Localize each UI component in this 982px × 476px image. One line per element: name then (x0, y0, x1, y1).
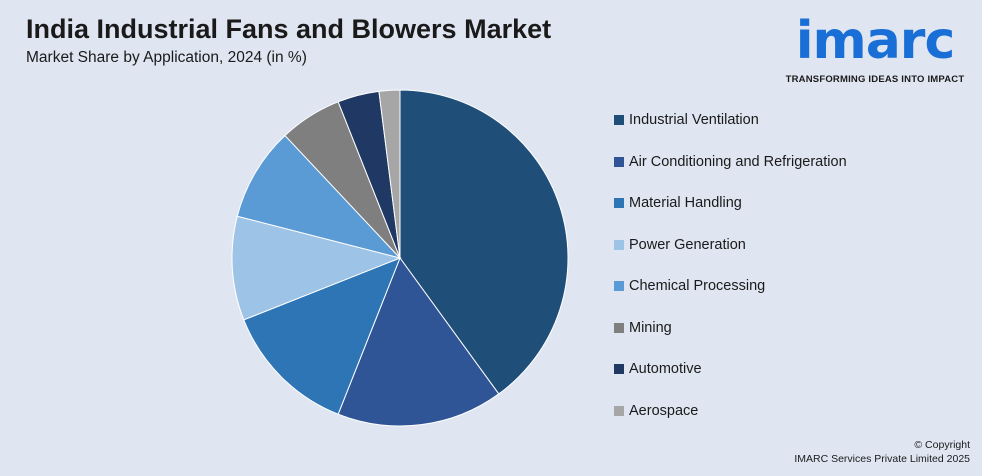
legend-label: Aerospace (629, 402, 699, 419)
legend-swatch (614, 239, 624, 250)
legend-label: Air Conditioning and Refrigeration (629, 153, 847, 170)
legend-label: Material Handling (629, 195, 742, 211)
legend-swatch (614, 364, 624, 374)
legend-item: Chemical Processing (614, 276, 847, 296)
legend-swatch (614, 405, 624, 416)
chart-subtitle: Market Share by Application, 2024 (in %) (26, 49, 307, 66)
legend-item: Power Generation (614, 235, 847, 255)
pie-slice-aerospace (378, 89, 401, 259)
pie-slice-material-handling (243, 257, 401, 415)
copyright-line1: © Copyright (914, 439, 970, 451)
legend-swatch (614, 115, 624, 125)
copyright: © Copyright IMARC Services Private Limit… (794, 438, 970, 466)
chart-title: India Industrial Fans and Blowers Market (26, 14, 552, 44)
legend-item: Material Handling (614, 193, 847, 213)
logo-wordmark: imarc (795, 11, 956, 71)
pie-slice-power-generation (231, 215, 402, 321)
pie-slice-air-conditioning-and-refrigeration (337, 256, 500, 427)
copyright-line2: IMARC Services Private Limited 2025 (794, 453, 970, 465)
pie-slice-chemical-processing (236, 134, 402, 259)
pie-chart-svg (231, 89, 569, 427)
legend-item: Mining (614, 318, 847, 338)
legend-swatch (614, 156, 624, 167)
legend-item: Industrial Ventilation (614, 110, 847, 130)
legend-label: Automotive (629, 361, 702, 377)
pie-chart (230, 88, 570, 428)
imarc-logo: imarc TRANSFORMING IDEAS INTO IMPACT (780, 10, 970, 85)
pie-slice-industrial-ventilation (399, 89, 569, 395)
legend-swatch (614, 281, 624, 291)
legend-item: Aerospace (614, 401, 847, 421)
legend-label: Mining (629, 319, 672, 336)
legend-swatch (614, 198, 624, 208)
legend-swatch (614, 322, 624, 333)
legend-label: Industrial Ventilation (629, 112, 759, 128)
legend-label: Power Generation (629, 236, 746, 253)
chart-legend: Industrial Ventilation Air Conditioning a… (614, 110, 847, 442)
legend-label: Chemical Processing (629, 278, 766, 294)
legend-item: Air Conditioning and Refrigeration (614, 152, 847, 172)
legend-item: Automotive (614, 359, 847, 379)
logo-tagline: TRANSFORMING IDEAS INTO IMPACT (785, 74, 965, 85)
